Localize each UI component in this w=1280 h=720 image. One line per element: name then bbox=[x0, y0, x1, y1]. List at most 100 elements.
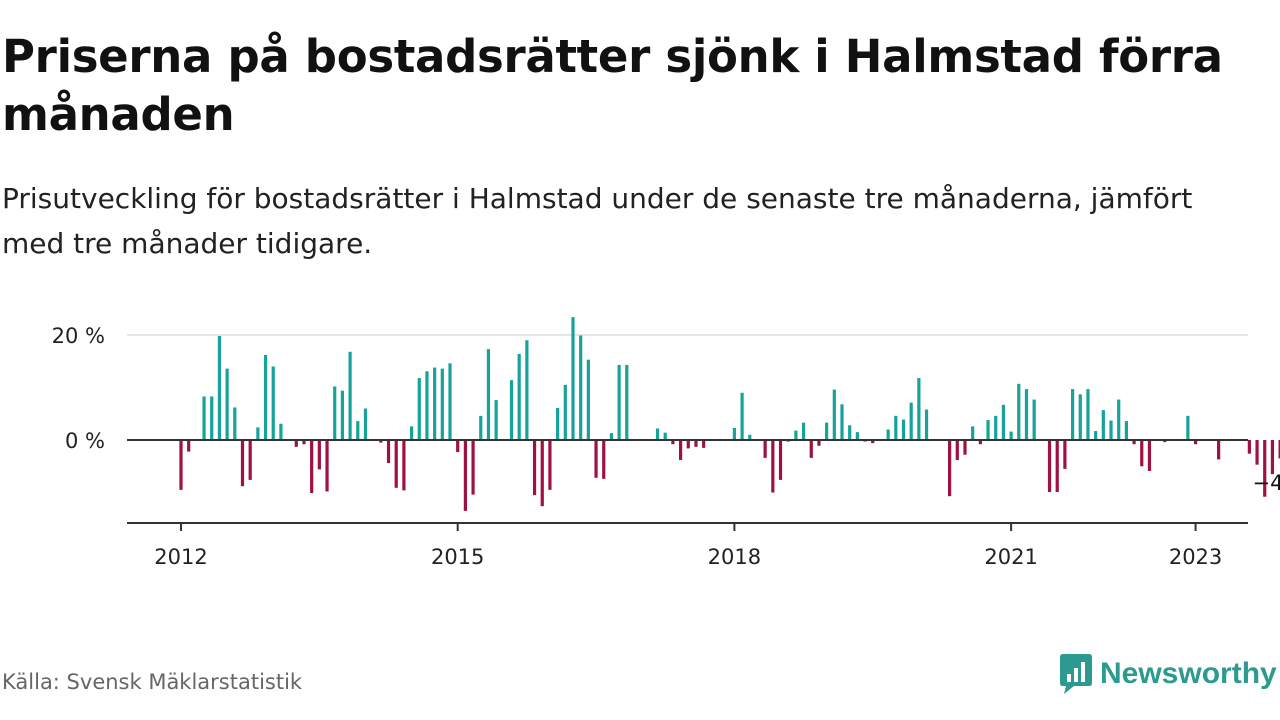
bar bbox=[463, 440, 467, 511]
bar bbox=[663, 432, 667, 440]
bar bbox=[924, 409, 929, 440]
bar bbox=[363, 408, 368, 440]
bar bbox=[771, 440, 775, 493]
bar bbox=[325, 440, 329, 492]
bar bbox=[586, 359, 590, 440]
bar bbox=[1132, 440, 1136, 445]
bar bbox=[901, 419, 906, 440]
bar bbox=[1101, 410, 1105, 441]
bar bbox=[494, 400, 498, 440]
bars bbox=[179, 317, 1280, 511]
bar bbox=[1024, 389, 1029, 440]
bar bbox=[333, 386, 337, 440]
bar bbox=[271, 366, 275, 440]
bar bbox=[1263, 440, 1267, 497]
bar bbox=[1063, 440, 1067, 469]
bar bbox=[1009, 431, 1013, 440]
bar bbox=[394, 440, 398, 488]
bar bbox=[279, 423, 283, 440]
bar bbox=[1070, 389, 1075, 440]
bar bbox=[425, 371, 429, 440]
bar bbox=[340, 390, 345, 440]
bar bbox=[571, 317, 575, 440]
bar bbox=[402, 440, 406, 491]
bar bbox=[217, 336, 222, 440]
labels: 0 % 20 % 2012 2015 2018 2021 2023 −4 % bbox=[52, 324, 1280, 569]
bar bbox=[809, 440, 813, 458]
bar bbox=[379, 440, 383, 443]
bar bbox=[1193, 440, 1198, 445]
bar bbox=[1186, 415, 1190, 440]
bar bbox=[1109, 420, 1113, 441]
bar bbox=[486, 349, 491, 440]
x-tick-label: 2018 bbox=[708, 545, 761, 569]
bar bbox=[525, 340, 529, 440]
bar bbox=[801, 422, 806, 440]
bar bbox=[317, 440, 321, 470]
bar bbox=[817, 440, 821, 446]
bar bbox=[671, 440, 675, 445]
bar bbox=[994, 415, 998, 440]
bar bbox=[225, 368, 229, 440]
bar bbox=[594, 440, 598, 478]
x-tick-label: 2015 bbox=[431, 545, 484, 569]
bar bbox=[517, 353, 521, 440]
bar bbox=[479, 415, 483, 440]
bar-chart: 0 % 20 % 2012 2015 2018 2021 2023 −4 % bbox=[52, 317, 1280, 569]
brand[interactable]: Newsworthy bbox=[1058, 652, 1277, 696]
bar bbox=[532, 440, 537, 496]
bar bbox=[625, 364, 629, 440]
bar bbox=[187, 440, 191, 452]
bar bbox=[732, 427, 736, 440]
bar bbox=[986, 420, 990, 440]
bar bbox=[179, 440, 183, 490]
bar bbox=[509, 380, 514, 440]
bar bbox=[579, 335, 583, 440]
bar bbox=[840, 404, 844, 440]
brand-name: Newsworthy bbox=[1100, 657, 1277, 690]
bar bbox=[871, 440, 875, 444]
bar bbox=[417, 378, 421, 440]
bar bbox=[1017, 383, 1021, 440]
bar bbox=[409, 426, 414, 440]
bar bbox=[210, 396, 214, 440]
bar bbox=[971, 426, 975, 440]
bar bbox=[825, 422, 829, 440]
bar bbox=[302, 440, 306, 445]
bar bbox=[440, 368, 444, 440]
bar bbox=[978, 440, 982, 445]
bar bbox=[848, 425, 852, 440]
bar bbox=[1255, 440, 1259, 465]
bar bbox=[1163, 440, 1167, 443]
bar bbox=[609, 433, 614, 441]
axes bbox=[127, 439, 1248, 531]
bar bbox=[778, 440, 783, 480]
bar bbox=[1094, 431, 1098, 440]
bar bbox=[263, 354, 268, 440]
bar bbox=[1086, 389, 1090, 440]
bar bbox=[794, 430, 798, 440]
bar bbox=[702, 440, 706, 448]
bar bbox=[1078, 394, 1082, 440]
bar bbox=[832, 389, 836, 440]
bar bbox=[240, 440, 245, 487]
bar bbox=[763, 440, 767, 458]
bar bbox=[1247, 440, 1251, 454]
bar bbox=[548, 440, 552, 490]
bar bbox=[386, 440, 391, 464]
bar bbox=[686, 440, 690, 449]
bar bbox=[1032, 399, 1036, 440]
bar bbox=[655, 428, 660, 440]
bar bbox=[1055, 440, 1059, 492]
bar bbox=[1140, 440, 1144, 467]
bar bbox=[456, 440, 460, 453]
bar bbox=[602, 440, 606, 479]
bar bbox=[202, 396, 206, 440]
bar bbox=[1124, 421, 1128, 440]
bar bbox=[1047, 440, 1052, 492]
bar bbox=[348, 351, 352, 440]
bar bbox=[855, 432, 859, 441]
newsworthy-logo-icon bbox=[1060, 654, 1092, 694]
x-tick-label: 2021 bbox=[984, 545, 1037, 569]
bar bbox=[894, 415, 898, 440]
